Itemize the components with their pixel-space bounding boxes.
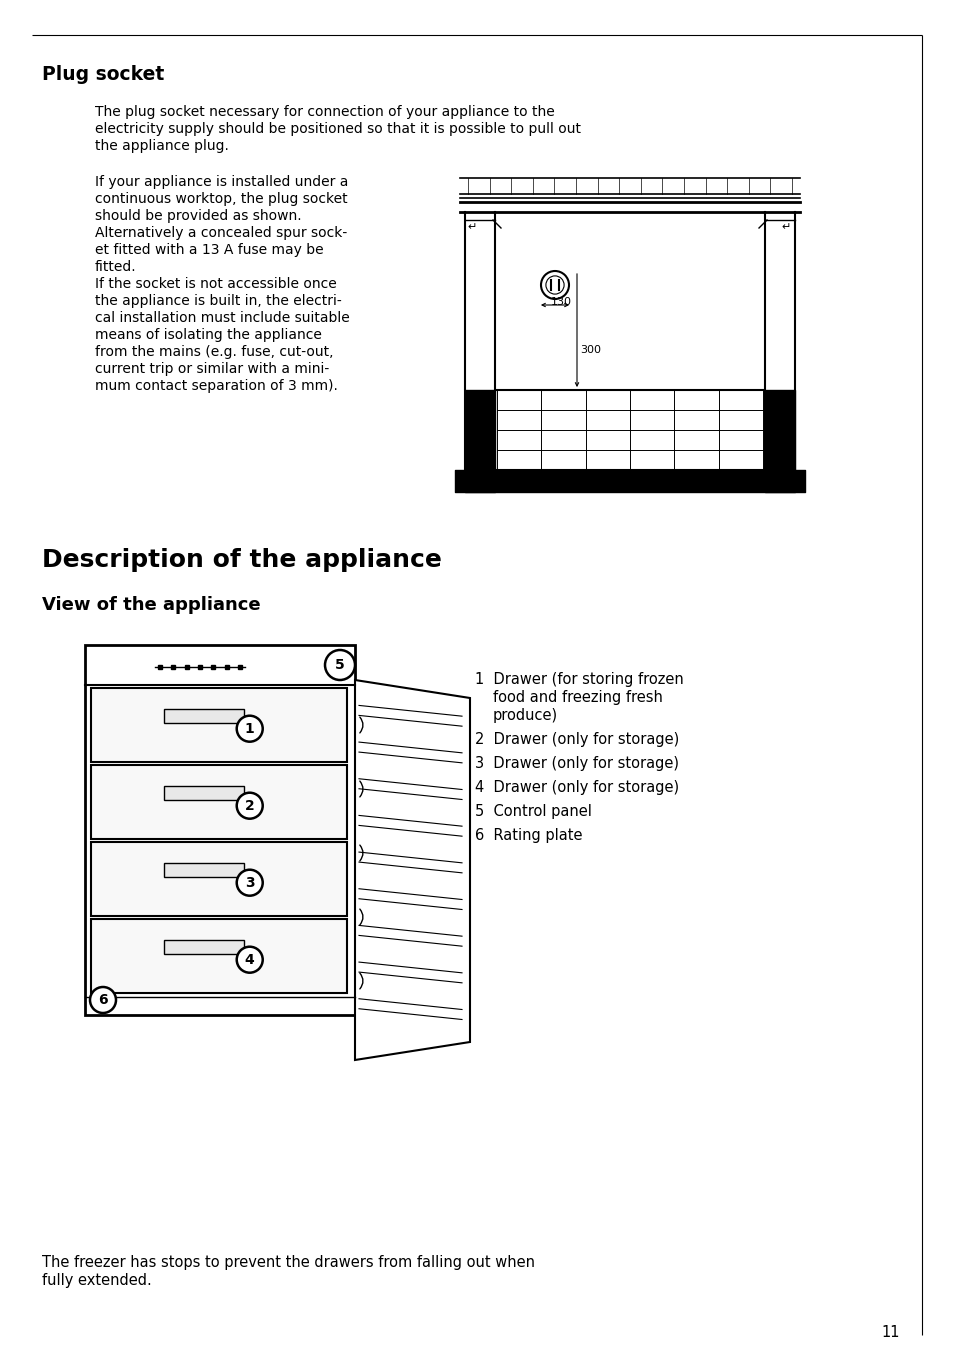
Text: current trip or similar with a mini-: current trip or similar with a mini- [95,362,329,376]
Text: continuous worktop, the plug socket: continuous worktop, the plug socket [95,192,347,206]
Bar [91,919,347,992]
Text: fully extended.: fully extended. [42,1274,152,1288]
Text: et fitted with a 13 A fuse may be: et fitted with a 13 A fuse may be [95,243,323,257]
Text: If the socket is not accessible once: If the socket is not accessible once [95,277,336,291]
Bar [164,940,244,955]
Text: cal installation must include suitable: cal installation must include suitable [95,311,350,324]
Text: 3: 3 [245,876,254,890]
Text: 1  Drawer (for storing frozen: 1 Drawer (for storing frozen [475,672,683,687]
Text: should be provided as shown.: should be provided as shown. [95,210,301,223]
Circle shape [236,946,262,972]
Text: The plug socket necessary for connection of your appliance to the: The plug socket necessary for connection… [95,105,554,119]
Text: the appliance is built in, the electri-: the appliance is built in, the electri- [95,293,341,308]
Text: The freezer has stops to prevent the drawers from falling out when: The freezer has stops to prevent the dra… [42,1255,535,1270]
Text: 5: 5 [335,658,345,672]
Text: 130: 130 [551,297,572,307]
Text: means of isolating the appliance: means of isolating the appliance [95,329,321,342]
Bar [91,765,347,840]
Text: Alternatively a concealed spur sock-: Alternatively a concealed spur sock- [95,226,347,241]
Text: produce): produce) [493,708,558,723]
Text: mum contact separation of 3 mm).: mum contact separation of 3 mm). [95,379,337,393]
Text: 5  Control panel: 5 Control panel [475,804,591,819]
Text: fitted.: fitted. [95,260,136,274]
Text: 6  Rating plate: 6 Rating plate [475,827,582,844]
Text: ↵: ↵ [467,222,476,233]
Text: 300: 300 [579,345,600,356]
Bar [91,842,347,917]
Circle shape [90,987,116,1013]
Text: the appliance plug.: the appliance plug. [95,139,229,153]
Polygon shape [355,680,470,1060]
Text: from the mains (e.g. fuse, cut-out,: from the mains (e.g. fuse, cut-out, [95,345,334,360]
Circle shape [236,869,262,896]
Text: Plug socket: Plug socket [42,65,164,84]
Text: food and freezing fresh: food and freezing fresh [493,690,662,704]
Text: electricity supply should be positioned so that it is possible to pull out: electricity supply should be positioned … [95,122,580,137]
Bar [164,786,244,800]
Text: If your appliance is installed under a: If your appliance is installed under a [95,174,348,189]
Circle shape [236,715,262,742]
Text: View of the appliance: View of the appliance [42,596,260,614]
Text: 4  Drawer (only for storage): 4 Drawer (only for storage) [475,780,679,795]
Circle shape [325,650,355,680]
Text: Description of the appliance: Description of the appliance [42,548,441,572]
Bar [164,863,244,877]
Bar [164,708,244,723]
Text: 3  Drawer (only for storage): 3 Drawer (only for storage) [475,756,679,771]
Bar [85,645,355,1015]
Text: ↵: ↵ [781,222,789,233]
Text: 2  Drawer (only for storage): 2 Drawer (only for storage) [475,731,679,748]
Text: 1: 1 [245,722,254,735]
Text: 4: 4 [245,953,254,967]
Circle shape [236,792,262,819]
Text: 11: 11 [881,1325,899,1340]
Bar [91,688,347,763]
Text: 6: 6 [98,992,108,1007]
Text: 2: 2 [245,799,254,813]
